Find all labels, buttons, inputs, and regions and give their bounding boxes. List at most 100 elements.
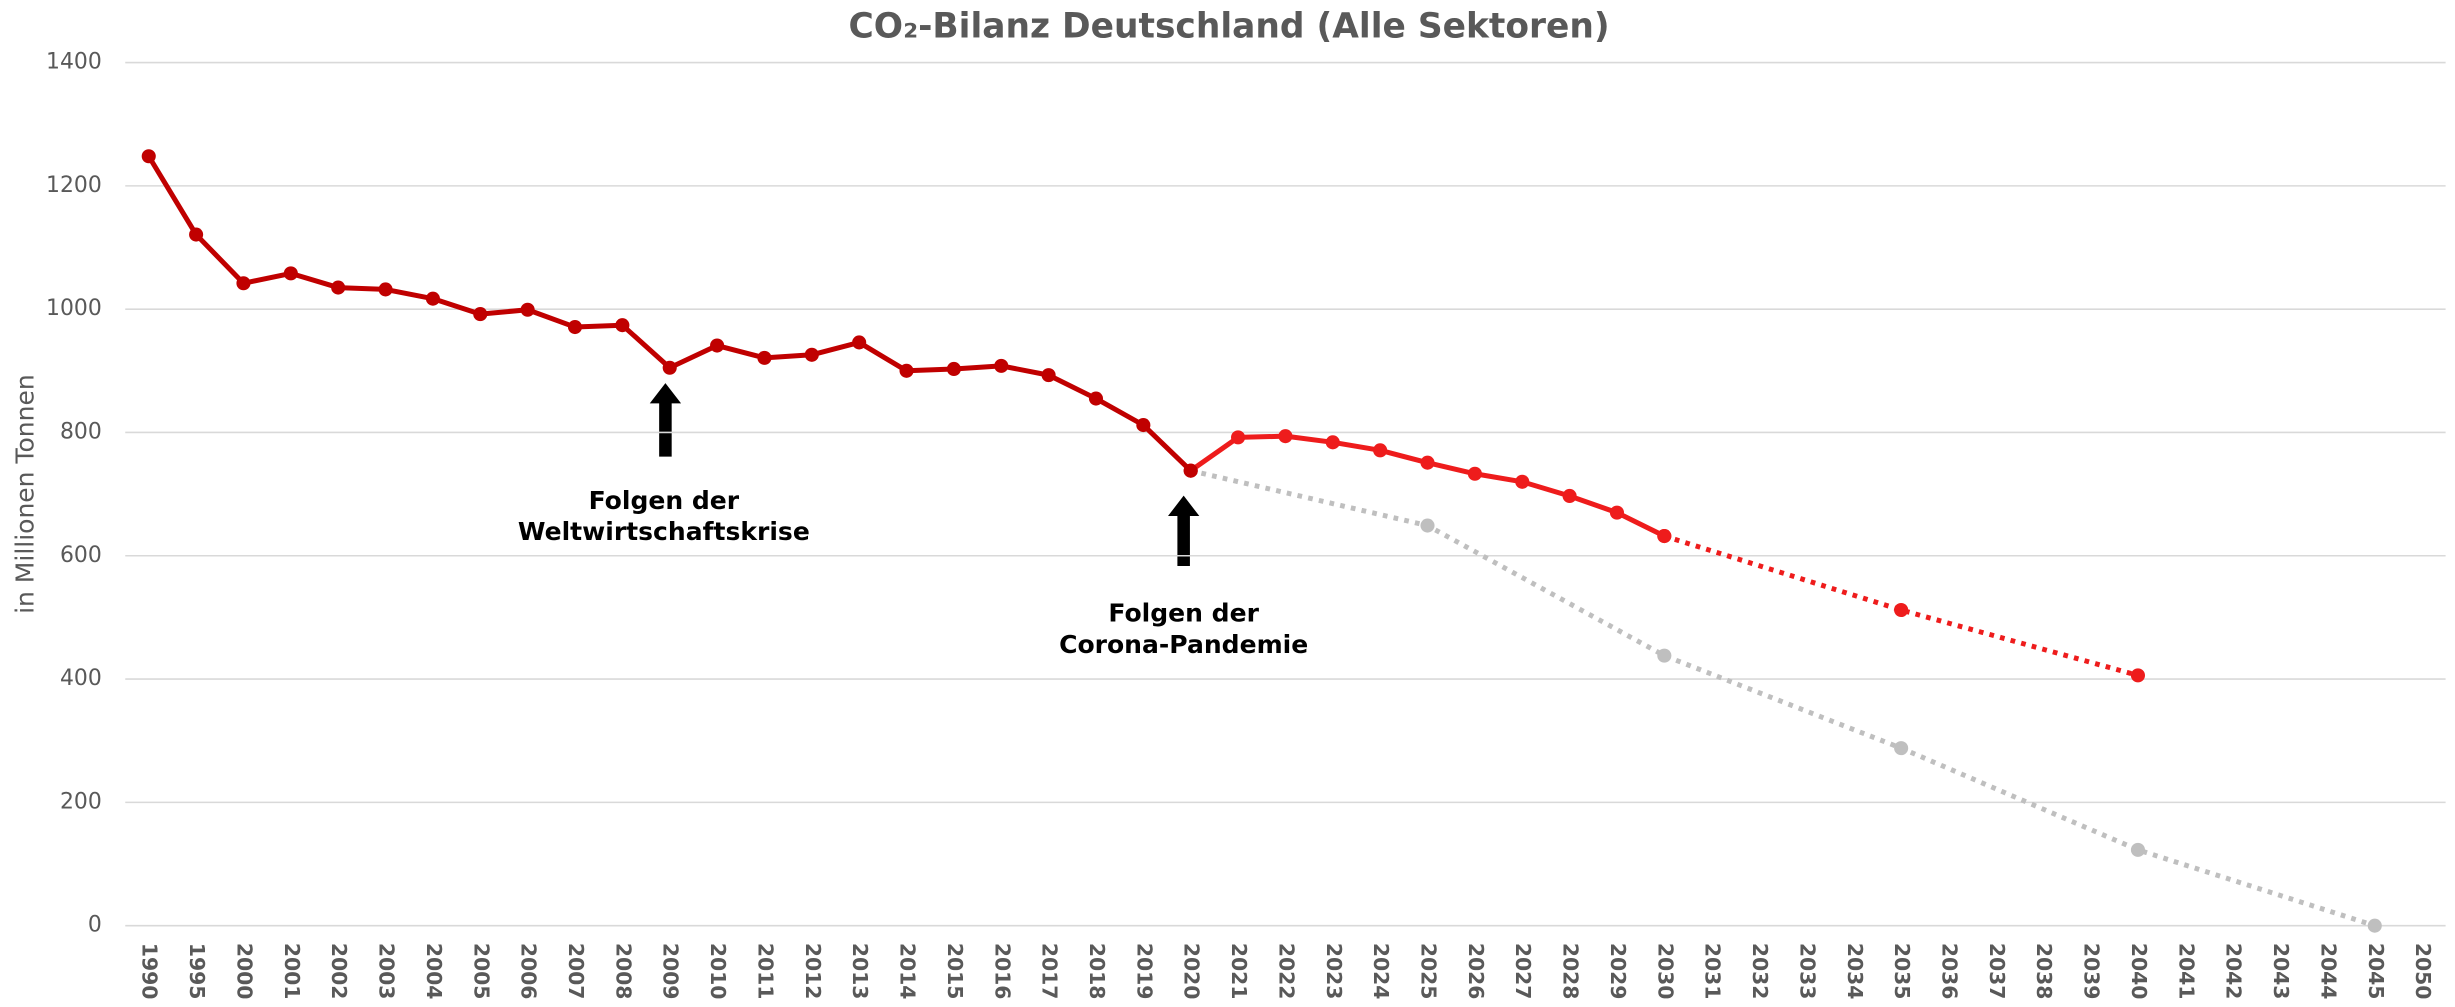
- x-tick-label: 2023: [1322, 943, 1346, 1000]
- x-tick-label: 2001: [280, 943, 304, 1000]
- x-tick-label: 2030: [1653, 943, 1677, 1000]
- x-tick-label: 2035: [1890, 943, 1914, 1000]
- x-tick-label: 2009: [659, 943, 683, 1000]
- marker: [1041, 368, 1056, 383]
- marker: [567, 320, 583, 335]
- marker: [899, 363, 914, 378]
- marker: [1894, 602, 1909, 618]
- x-tick-label: 2041: [2174, 943, 2198, 1000]
- x-tick-label: 2050: [2411, 943, 2435, 1000]
- marker: [1088, 391, 1104, 406]
- x-tick-label: 2019: [1132, 943, 1156, 1000]
- annotation: Folgen der: [589, 486, 740, 515]
- marker: [473, 307, 488, 322]
- marker: [662, 360, 677, 375]
- annotation: Corona-Pandemie: [1059, 630, 1308, 659]
- x-tick-label: 1990: [138, 943, 162, 1000]
- y-tick-label: 800: [60, 419, 102, 444]
- x-tick-label: 2004: [422, 943, 446, 1000]
- x-tick-label: 2044: [2316, 943, 2340, 1000]
- y-tick-label: 1200: [46, 173, 102, 198]
- marker: [1657, 529, 1672, 544]
- marker: [1136, 418, 1151, 433]
- marker: [852, 335, 867, 350]
- marker: [1420, 455, 1435, 470]
- x-tick-label: 2015: [943, 943, 967, 1000]
- x-tick-label: 2022: [1274, 943, 1298, 1000]
- y-axis-label: in Millionen Tonnen: [11, 374, 40, 614]
- marker: [1515, 474, 1530, 489]
- x-tick-label: 2014: [896, 943, 920, 1000]
- annotation: Folgen der: [1108, 599, 1259, 628]
- y-tick-label: 0: [88, 913, 102, 938]
- y-tick-label: 1000: [46, 296, 102, 321]
- marker: [331, 280, 346, 295]
- marker: [946, 361, 961, 376]
- marker: [189, 227, 204, 242]
- marker: [1183, 463, 1198, 478]
- marker: [236, 276, 251, 291]
- arrow: [1168, 495, 1200, 567]
- marker: [757, 350, 772, 365]
- x-tick-label: 2011: [753, 943, 777, 1000]
- marker: [1609, 505, 1625, 520]
- x-tick-label: 2020: [1180, 943, 1204, 1000]
- x-tick-label: 2008: [611, 943, 635, 1000]
- marker: [141, 149, 156, 164]
- line: [1190, 468, 2376, 929]
- arrow: [649, 383, 682, 457]
- x-tick-label: 2000: [232, 943, 256, 1000]
- marker: [1420, 518, 1435, 533]
- x-tick-label: 2034: [1843, 943, 1867, 1000]
- marker: [710, 338, 725, 353]
- y-tick-label: 400: [60, 666, 102, 691]
- x-tick-label: 2027: [1511, 943, 1535, 1000]
- marker: [425, 291, 440, 306]
- y-tick-label: 1400: [46, 50, 102, 75]
- x-tick-label: 2038: [2032, 943, 2056, 1000]
- marker: [1562, 488, 1577, 504]
- x-tick-label: 2026: [1464, 943, 1488, 1000]
- x-tick-label: 2018: [1085, 943, 1109, 1000]
- x-tick-label: 2045: [2364, 943, 2388, 1000]
- x-tick-label: 2021: [1227, 943, 1251, 1000]
- x-tick-label: 2028: [1559, 943, 1583, 1000]
- marker: [1467, 466, 1482, 481]
- chart-title: CO₂-Bilanz Deutschland (Alle Sektoren): [849, 7, 1610, 47]
- x-tick-label: 1995: [185, 943, 209, 1000]
- x-tick-label: 2016: [990, 943, 1014, 1000]
- x-tick-label: 2003: [375, 943, 399, 1000]
- x-tick-label: 2007: [564, 943, 588, 1000]
- marker: [2130, 842, 2145, 857]
- x-tick-label: 2017: [1038, 943, 1062, 1000]
- marker: [1278, 429, 1293, 444]
- x-tick-label: 2006: [517, 943, 541, 1000]
- x-tick-label: 2037: [1985, 943, 2009, 1000]
- marker: [378, 282, 393, 297]
- x-tick-label: 2029: [1606, 943, 1630, 1000]
- x-tick-label: 2032: [1748, 943, 1772, 1000]
- x-tick-label: 2005: [469, 943, 493, 1000]
- x-tick-label: 2024: [1369, 943, 1393, 1000]
- marker: [615, 318, 630, 333]
- marker: [283, 266, 298, 281]
- marker: [1231, 430, 1246, 445]
- annotation: Weltwirtschaftskrise: [518, 517, 810, 546]
- arrows: [649, 383, 1200, 567]
- marker: [2367, 918, 2382, 933]
- marker: [1894, 741, 1909, 756]
- marker: [1657, 648, 1672, 663]
- x-tick-label: 2043: [2269, 943, 2293, 1000]
- marker: [804, 347, 819, 362]
- x-tick-label: 2033: [1795, 943, 1819, 1000]
- x-tick-label: 2039: [2080, 943, 2104, 1000]
- x-tick-label: 2040: [2127, 943, 2151, 1000]
- marker: [520, 302, 535, 317]
- x-tick-label: 2036: [1937, 943, 1961, 1000]
- x-tick-label: 2013: [848, 943, 872, 1000]
- marker: [1373, 443, 1388, 458]
- marker: [2130, 668, 2145, 683]
- x-tick-label: 2002: [327, 943, 351, 1000]
- y-tick-label: 200: [60, 789, 102, 814]
